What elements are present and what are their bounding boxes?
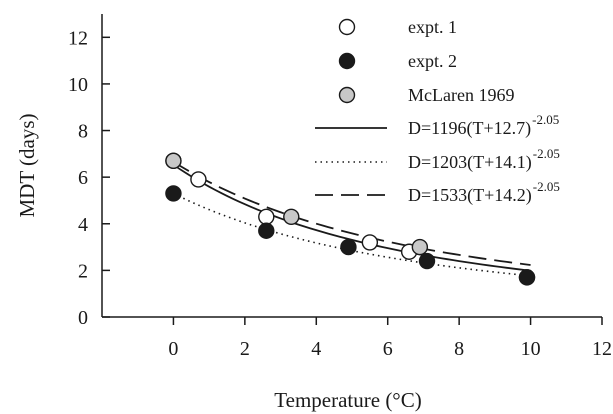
x-tick-label: 0	[168, 338, 178, 360]
legend-curve-exponent: -2.05	[533, 179, 560, 194]
y-axis-title: MDT (days)	[15, 113, 39, 217]
legend-curve-exponent: -2.05	[533, 146, 560, 161]
x-tick-label: 6	[383, 338, 393, 360]
point-circle-filled	[340, 238, 357, 256]
point-circle-open	[258, 208, 275, 225]
point-circle-grey	[283, 208, 300, 225]
y-tick-label: 6	[78, 167, 88, 189]
legend-curve-label: D=1533(T+14.2)	[408, 185, 532, 206]
x-tick-label: 2	[240, 338, 250, 360]
legend-curve-label: D=1203(T+14.1)	[408, 152, 532, 173]
point-circle-open	[190, 171, 207, 188]
point-circle-filled	[165, 185, 182, 202]
point-circle-filled	[418, 252, 436, 270]
y-tick-label: 10	[68, 74, 88, 96]
y-tick-label: 0	[78, 307, 88, 329]
legend: expt. 1 expt. 2 McLaren 1969 D=1196(T+12.7)…	[315, 17, 560, 206]
point-circle-grey	[165, 152, 182, 170]
y-tick-label: 8	[78, 121, 88, 143]
point-circle-filled	[258, 222, 275, 239]
legend-marker-circle-grey	[338, 86, 356, 104]
legend-marker-circle-filled	[338, 52, 356, 70]
legend-label: expt. 1	[408, 17, 457, 37]
data-points	[165, 152, 536, 286]
point-circle-grey	[411, 238, 429, 256]
y-tick-label: 2	[78, 260, 88, 282]
point-circle-open	[361, 234, 379, 251]
legend-marker-circle-open	[338, 18, 356, 36]
point-circle-filled	[518, 269, 536, 286]
axes: 0 2 4 6 8 10 12 0 2 4 6 8 10 12	[68, 14, 612, 360]
curve-solid	[172, 164, 531, 272]
x-tick-label: 12	[592, 338, 612, 360]
legend-label: expt. 2	[408, 51, 457, 71]
curve-dashed	[172, 161, 531, 266]
legend-curve-label: D=1196(T+12.7)	[408, 118, 531, 139]
x-tick-label: 10	[521, 338, 541, 360]
y-tick-label: 4	[78, 214, 88, 236]
x-tick-label: 8	[454, 338, 464, 360]
legend-curve-exponent: -2.05	[532, 112, 559, 127]
fit-curves	[172, 161, 531, 277]
x-tick-label: 4	[311, 338, 321, 360]
y-tick-label: 12	[68, 27, 88, 49]
x-axis-title: Temperature (°C)	[274, 388, 421, 412]
legend-label: McLaren 1969	[408, 85, 514, 105]
